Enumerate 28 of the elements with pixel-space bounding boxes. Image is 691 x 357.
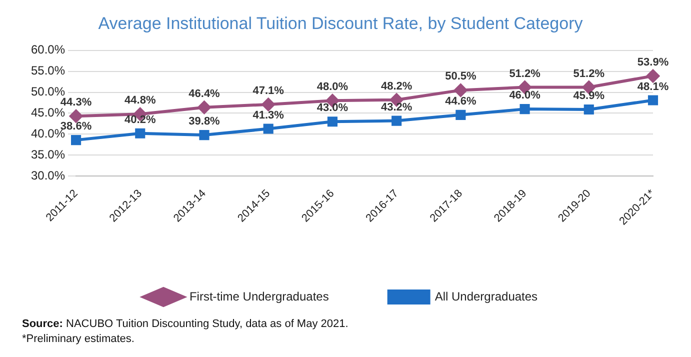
legend-label: First-time Undergraduates: [189, 289, 329, 304]
chart-title: Average Institutional Tuition Discount Rate, by Student Category: [98, 14, 584, 33]
data-label: 46.0%: [509, 90, 541, 102]
y-tick-label: 60.0%: [30, 42, 66, 57]
data-label: 51.2%: [573, 68, 605, 80]
data-label: 51.2%: [509, 68, 541, 80]
data-label: 46.4%: [188, 88, 220, 100]
data-label: 44.6%: [445, 95, 476, 108]
y-tick-label: 35.0%: [30, 147, 66, 162]
data-label: 43.0%: [316, 102, 348, 114]
data-label: 45.9%: [573, 90, 605, 102]
data-label: 40.2%: [124, 114, 156, 126]
y-tick-label: 30.0%: [30, 168, 66, 182]
data-label: 44.8%: [124, 94, 156, 107]
data-label: 39.8%: [188, 116, 220, 128]
source-note: Source: NACUBO Tuition Discounting Study, data as of May 2021.: [22, 317, 350, 332]
data-label: 50.5%: [445, 70, 476, 83]
data-label: 53.9%: [637, 56, 669, 68]
legend-label: All Undergraduates: [434, 289, 538, 304]
y-tick-label: 50.0%: [30, 84, 66, 99]
text: *Preliminary estimates.: [22, 332, 136, 347]
data-label: 41.3%: [252, 109, 284, 122]
y-tick-label: 55.0%: [30, 64, 66, 78]
data-label: 43.2%: [380, 101, 412, 114]
data-label: 47.1%: [252, 84, 284, 97]
data-label: 48.2%: [380, 80, 412, 92]
data-label: 48.0%: [316, 81, 348, 94]
data-label: 48.1%: [637, 80, 669, 93]
